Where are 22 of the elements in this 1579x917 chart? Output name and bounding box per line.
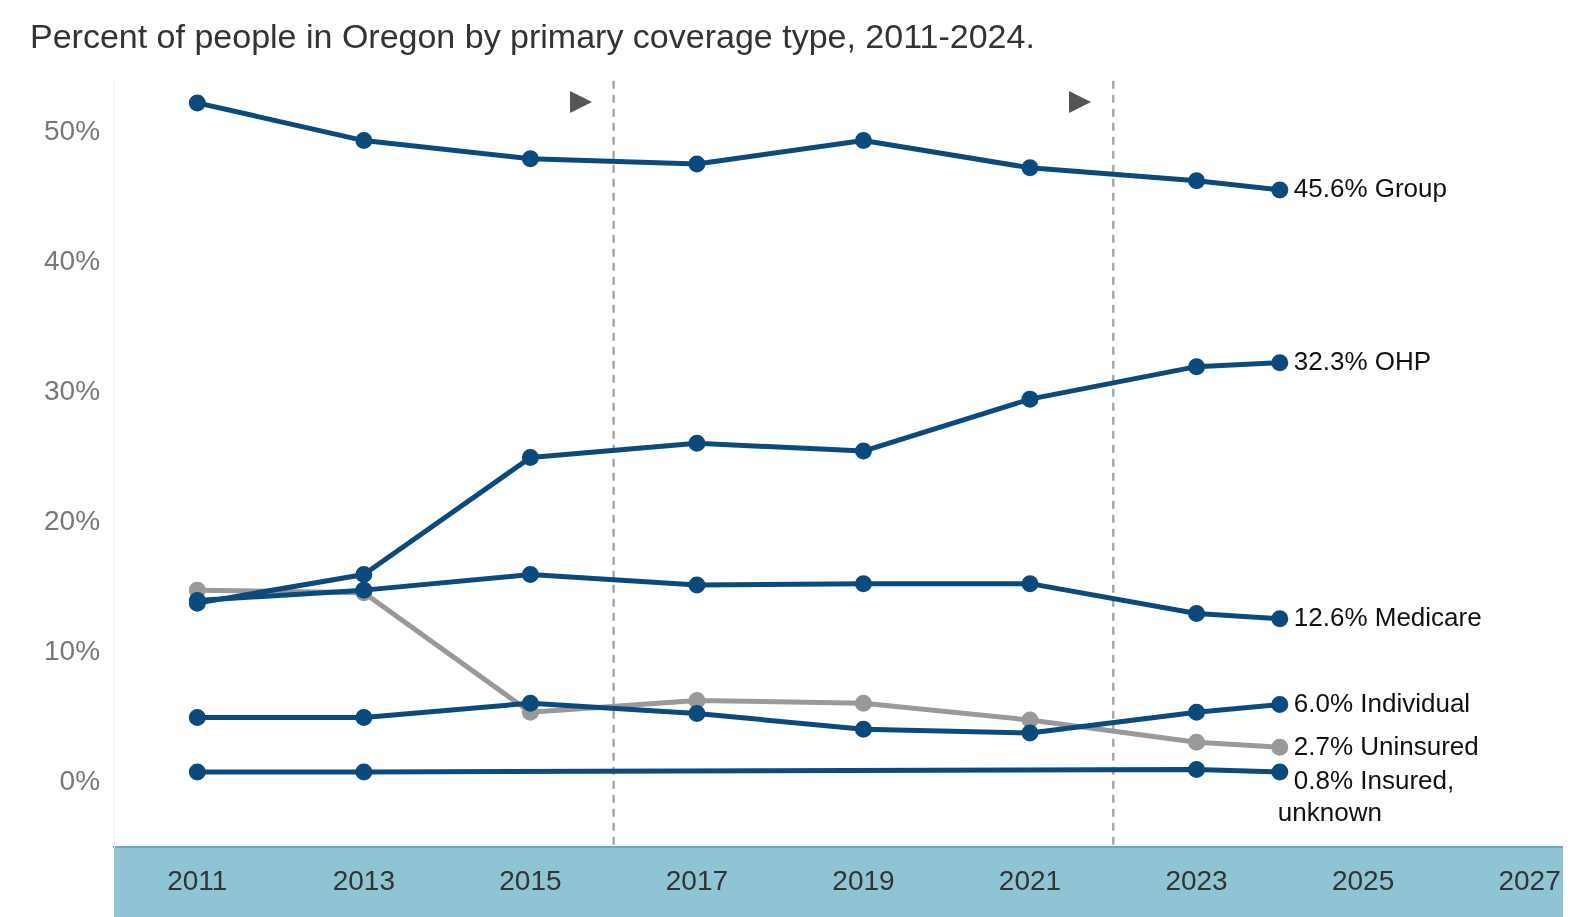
x-tick-label: 2011 [167,864,228,896]
y-tick-label: 50% [43,115,101,147]
series-label: 32.3% OHP [1293,345,1432,376]
y-tick-label: 10% [43,635,101,667]
y-tick-label: 40% [43,245,101,277]
series-label: 2.7% Uninsured [1293,730,1479,761]
series-label: 0.8% Insured, unknown [1277,764,1455,827]
series-label: 45.6% Group [1293,173,1448,204]
x-tick-label: 2021 [998,864,1062,896]
series-label: 12.6% Medicare [1293,601,1482,632]
x-tick-label: 2017 [665,864,729,896]
x-tick-label: 2019 [832,864,895,896]
x-tick-label: 2027 [1498,864,1561,896]
y-tick-label: 30% [43,375,101,407]
y-tick-label: 0% [59,765,101,797]
x-tick-label: 2023 [1165,864,1228,896]
x-tick-label: 2025 [1331,864,1395,896]
series-label: 6.0% Individual [1293,687,1471,718]
x-tick-label: 2015 [499,864,562,896]
y-tick-label: 20% [43,505,101,537]
chart-title: Percent of people in Oregon by primary coverage type, 2011-2024. [30,16,1035,55]
x-tick-label: 2013 [332,864,395,896]
